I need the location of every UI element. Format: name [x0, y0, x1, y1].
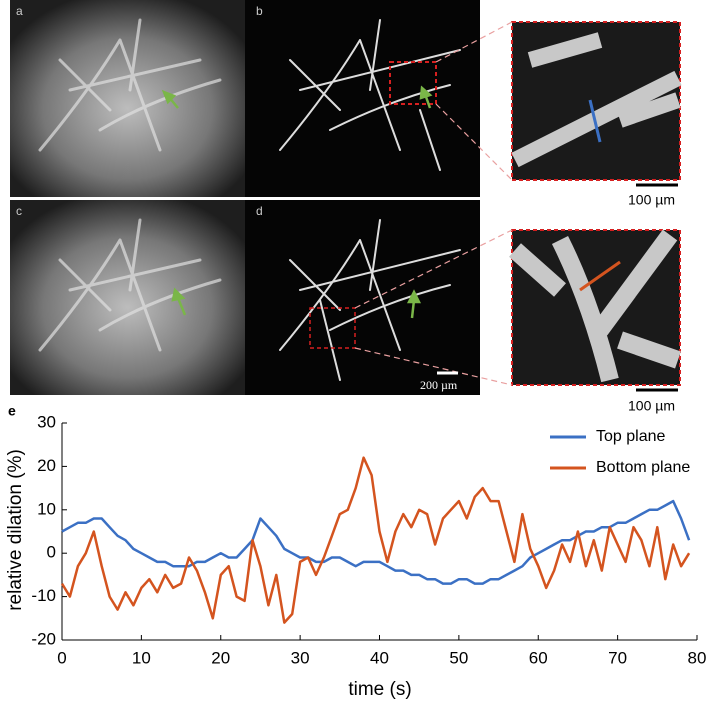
panel-label: e [8, 403, 16, 419]
inset-vessels [509, 229, 681, 383]
series-line [61, 499, 691, 585]
y-tick-label: -20 [31, 629, 56, 648]
image-a [10, 0, 245, 197]
image-b [245, 0, 480, 197]
connectors [354, 21, 513, 386]
inset-vessels [511, 32, 682, 168]
x-tick-label: 50 [449, 648, 468, 667]
y-tick-label: 20 [37, 456, 56, 475]
x-tick-label: 0 [57, 648, 66, 667]
scale-label: 100 µm [628, 192, 675, 208]
measure-line [588, 99, 602, 143]
panel-label: c [16, 204, 22, 218]
x-tick-label: 40 [370, 648, 389, 667]
roi-box [389, 61, 437, 105]
x-tick-label: 60 [529, 648, 548, 667]
y-tick-label: 10 [37, 499, 56, 518]
y-axis-label: relative dilation (%) [5, 449, 26, 611]
x-tick-label: 10 [132, 648, 151, 667]
y-tick-label: 0 [47, 543, 56, 562]
x-tick-label: 30 [291, 648, 310, 667]
scale-label: 200 µm [420, 378, 458, 392]
y-tick-label: 30 [37, 412, 56, 431]
image-c [10, 200, 245, 395]
scale-label: 100 µm [628, 398, 675, 414]
series-line [60, 456, 691, 624]
arrows [161, 85, 433, 319]
x-tick-label: 20 [211, 648, 230, 667]
y-tick-label: -10 [31, 586, 56, 605]
panel-label: b [256, 4, 263, 18]
legend-label: Top plane [596, 428, 665, 445]
x-tick-label: 70 [608, 648, 627, 667]
x-tick-label: 80 [688, 648, 707, 667]
panel-label: a [16, 4, 23, 18]
image-d [245, 200, 480, 395]
microscopy-images: 100 µm 100 µm 200 µm a b c d e [8, 0, 682, 419]
roi-box [309, 307, 356, 349]
measure-line [579, 260, 621, 292]
x-axis-label: time (s) [348, 679, 411, 700]
panel-label: d [256, 204, 263, 218]
legend-label: Bottom plane [596, 459, 690, 476]
